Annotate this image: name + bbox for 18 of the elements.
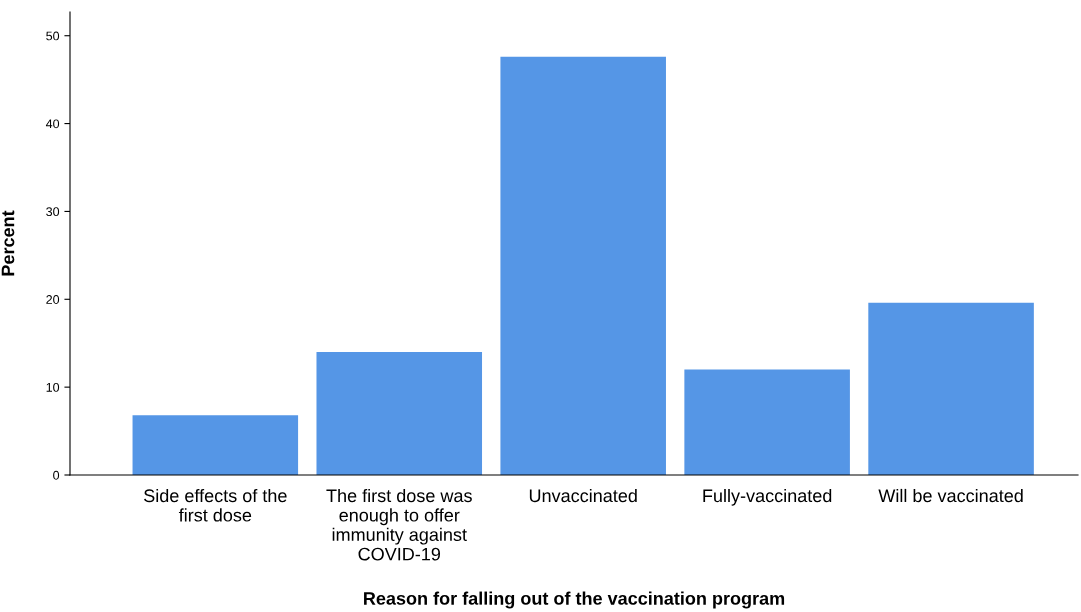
x-tick-label: The first dose was enough to offer immunity against COVID-19 — [326, 488, 472, 561]
bar — [684, 369, 850, 475]
bar — [500, 56, 666, 475]
x-tick-label: Side effects of the first dose — [144, 488, 287, 522]
y-axis-title: Percent — [1, 210, 15, 276]
y-tick-label: 10 — [46, 382, 60, 392]
bar — [132, 415, 299, 475]
y-tick-label: 40 — [45, 119, 60, 129]
y-tick-label: 30 — [46, 207, 60, 217]
bar — [868, 302, 1034, 475]
y-tick-label: 20 — [46, 295, 60, 304]
y-tick-label: 0 — [53, 470, 60, 480]
x-axis-title: Reason for falling out of the vaccination program — [364, 591, 785, 609]
x-tick-label: Unvaccinated — [529, 488, 637, 503]
bar — [316, 352, 483, 475]
x-tick-label: Will be vaccinated — [878, 488, 1023, 503]
x-tick-label: Fully-vaccinated — [703, 488, 832, 506]
y-tick-label: 50 — [46, 31, 60, 41]
